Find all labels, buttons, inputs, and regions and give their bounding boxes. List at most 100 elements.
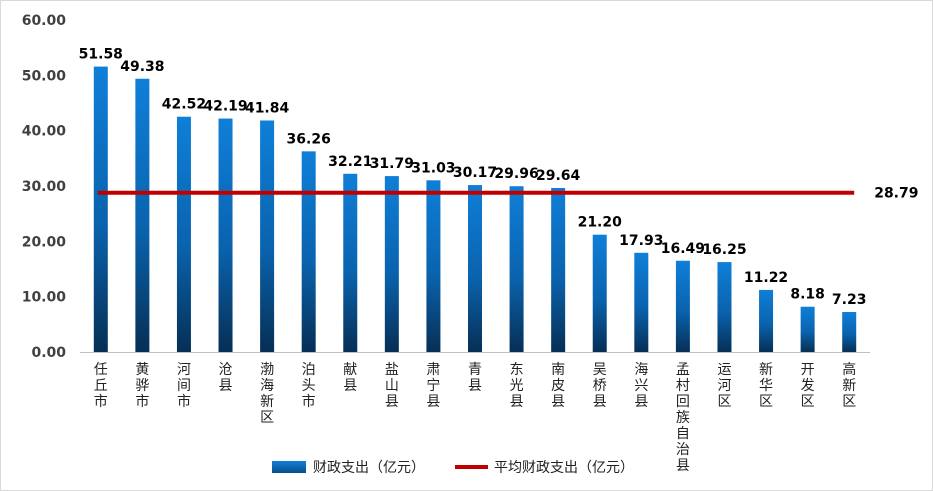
x-tick-char: 回 <box>676 394 690 410</box>
x-tick-char: 丘 <box>94 378 108 394</box>
data-label: 51.58 <box>79 47 123 63</box>
x-tick-char: 华 <box>759 378 773 394</box>
average-line-group: 28.79 <box>97 186 919 202</box>
x-tick-label: 泊头市 <box>302 362 316 410</box>
bar <box>592 234 607 352</box>
bar <box>301 151 316 352</box>
bar <box>93 66 108 352</box>
x-tick-label: 盐山县 <box>385 362 399 410</box>
x-tick-char: 县 <box>510 394 524 410</box>
legend: 财政支出（亿元） 平均财政支出（亿元） <box>272 460 634 476</box>
x-tick-char: 黄 <box>135 361 149 378</box>
x-tick-char: 南 <box>551 362 565 378</box>
x-tick-label: 南皮县 <box>551 362 565 410</box>
x-tick-char: 自 <box>676 426 690 442</box>
x-tick-char: 东 <box>510 362 524 378</box>
data-label: 29.64 <box>536 168 581 184</box>
x-tick-char: 山 <box>385 378 399 394</box>
data-label: 32.21 <box>328 154 372 170</box>
bar <box>509 186 524 352</box>
bar <box>675 260 690 352</box>
x-tick-char: 区 <box>260 410 274 426</box>
y-tick-label: 40.00 <box>22 124 67 140</box>
x-tick-char: 头 <box>302 378 316 394</box>
x-tick-char: 沧 <box>219 361 233 378</box>
category-labels: 任丘市黄骅市河间市沧县渤海新区泊头市献县盐山县肃宁县青县东光县南皮县吴桥县海兴县… <box>94 361 856 474</box>
x-tick-char: 河 <box>177 362 191 378</box>
x-tick-char: 肃 <box>426 362 440 378</box>
x-tick-char: 运 <box>717 362 731 378</box>
x-tick-char: 骅 <box>135 378 149 394</box>
x-tick-char: 光 <box>510 378 524 394</box>
x-tick-char: 献 <box>343 362 357 378</box>
bar <box>634 252 649 352</box>
x-tick-char: 宁 <box>426 377 440 394</box>
bar <box>717 262 732 352</box>
x-tick-label: 沧县 <box>219 361 233 394</box>
x-tick-label: 肃宁县 <box>426 362 440 410</box>
y-tick-label: 50.00 <box>22 68 67 84</box>
bar <box>842 311 857 352</box>
x-tick-char: 发 <box>801 378 815 394</box>
x-tick-label: 高新区 <box>842 361 856 410</box>
x-tick-char: 皮 <box>551 378 565 394</box>
x-tick-char: 新 <box>842 378 856 394</box>
x-tick-label: 黄骅市 <box>135 361 149 410</box>
x-tick-label: 东光县 <box>510 362 524 410</box>
x-tick-label: 河间市 <box>177 362 191 410</box>
data-label: 17.93 <box>619 233 663 249</box>
legend-label-line: 平均财政支出（亿元） <box>494 460 634 476</box>
data-label: 16.25 <box>702 242 746 258</box>
x-tick-char: 县 <box>385 394 399 410</box>
y-tick-label: 30.00 <box>22 179 67 195</box>
x-tick-label: 开发区 <box>801 362 815 410</box>
x-tick-char: 间 <box>177 378 191 394</box>
x-tick-char: 吴 <box>593 362 607 378</box>
legend-swatch-bar <box>272 461 306 473</box>
x-tick-char: 县 <box>219 378 233 394</box>
x-tick-char: 孟 <box>676 362 690 378</box>
data-label: 41.84 <box>245 100 290 116</box>
y-tick-label: 0.00 <box>31 345 66 361</box>
x-tick-char: 村 <box>676 378 690 394</box>
y-tick-label: 20.00 <box>22 234 67 250</box>
data-label: 7.23 <box>832 292 867 308</box>
x-tick-char: 县 <box>593 394 607 410</box>
x-tick-char: 渤 <box>260 362 274 378</box>
x-tick-label: 渤海新区 <box>260 362 274 426</box>
x-tick-char: 县 <box>343 378 357 394</box>
data-label: 31.79 <box>370 156 414 172</box>
x-tick-char: 河 <box>717 378 731 394</box>
x-tick-char: 族 <box>676 410 690 426</box>
bar <box>260 120 275 352</box>
x-tick-label: 青县 <box>468 362 482 394</box>
x-tick-label: 任丘市 <box>94 362 108 410</box>
x-tick-label: 运河区 <box>717 362 731 410</box>
x-tick-label: 海兴县 <box>634 362 648 410</box>
bar <box>426 180 441 352</box>
x-tick-char: 新 <box>260 394 274 410</box>
data-label: 49.38 <box>120 59 164 75</box>
x-tick-char: 桥 <box>593 378 607 394</box>
x-tick-char: 区 <box>801 394 815 410</box>
x-tick-char: 县 <box>634 394 648 410</box>
bar <box>468 185 482 352</box>
data-label: 11.22 <box>744 270 788 286</box>
bar <box>135 78 150 352</box>
data-label: 29.96 <box>494 166 538 182</box>
bar <box>176 116 191 353</box>
x-tick-char: 开 <box>801 362 815 378</box>
legend-label-bar: 财政支出（亿元） <box>313 460 425 476</box>
x-tick-label: 新华区 <box>759 362 773 410</box>
data-label: 30.17 <box>453 165 497 181</box>
bars <box>93 66 857 353</box>
bar <box>800 306 815 352</box>
x-tick-char: 县 <box>551 394 565 410</box>
y-tick-label: 60.00 <box>22 13 67 29</box>
x-tick-char: 盐 <box>385 362 399 378</box>
data-label: 16.49 <box>661 241 705 257</box>
